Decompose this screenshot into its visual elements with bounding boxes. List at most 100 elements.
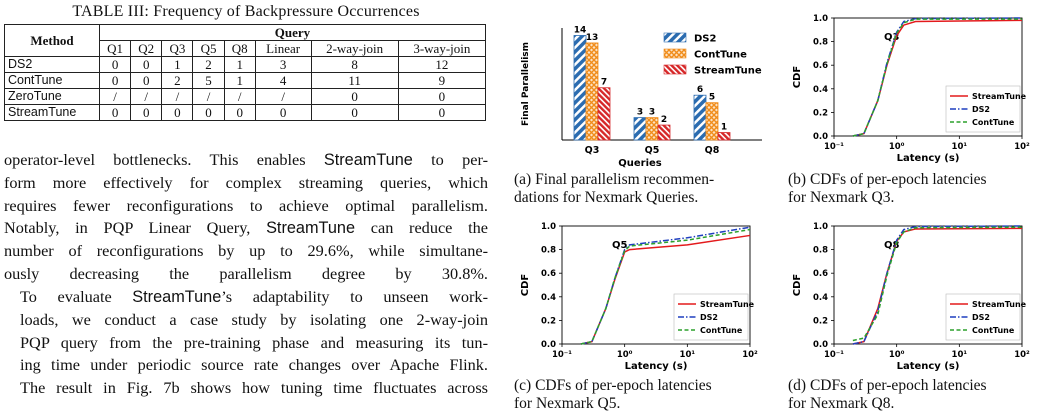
caption-c: (c) CDFs of per-epoch latencies for Nexm… xyxy=(514,377,712,413)
query-col-3: Q5 xyxy=(192,40,225,57)
value-cell: 9 xyxy=(397,72,487,89)
y-tick-label: 1.0 xyxy=(813,222,828,232)
legend-swatch-StreamTune xyxy=(663,64,687,75)
caption-a-line2: dations for Nexmark Queries. xyxy=(514,189,699,206)
method-header: Method xyxy=(4,24,100,57)
value-cell: 0 xyxy=(130,104,163,121)
value-cell: / xyxy=(223,88,256,105)
y-axis-label: CDF xyxy=(520,274,531,296)
bar-StreamTune-Q3 xyxy=(597,87,611,141)
chart-title: Q5 xyxy=(612,240,628,251)
method-cell: StreamTune xyxy=(4,104,100,121)
bar-value-label: 6 xyxy=(697,85,703,95)
table-row: StreamTune 0 0 0 0 0 0 0 0 xyxy=(4,104,487,121)
caption-a-line1: (a) Final parallelism recommen- xyxy=(514,171,715,188)
query-col-2: Q3 xyxy=(161,40,194,57)
value-cell: 3 xyxy=(254,56,312,73)
value-cell: 0 xyxy=(130,56,163,73)
x-tick-label: 10⁰ xyxy=(617,350,633,360)
x-tick-label: 10⁻¹ xyxy=(552,350,572,360)
bar-StreamTune-Q5 xyxy=(657,124,671,141)
text-line: Notably, in PQP Linear Query, StreamTune… xyxy=(4,218,488,238)
y-axis-label: CDF xyxy=(792,274,803,296)
y-tick-label: 0.8 xyxy=(813,246,828,256)
backpressure-table: Method Query Q1 Q2 Q3 Q5 Q8 Linear 2-way-join 3… xyxy=(4,24,487,121)
text-line: loads, we conduct a case study by isolat… xyxy=(20,309,488,329)
bar-DS2-Q5 xyxy=(633,117,647,141)
x-tick-label: 10¹ xyxy=(952,142,968,152)
value-cell: 0 xyxy=(98,56,132,73)
method-cell: ContTune xyxy=(4,72,100,89)
value-cell: 1 xyxy=(161,56,194,73)
value-cell: 0 xyxy=(223,104,256,121)
table-row: ContTune 0 0 2 5 1 4 11 9 xyxy=(4,72,487,89)
legend-label: StreamTune xyxy=(700,300,755,309)
y-axis-label: Final Parallelism xyxy=(521,42,531,126)
text-line: PQP query from the pre-training phase an… xyxy=(20,332,488,352)
text-line: operator-level bottlenecks. This enables… xyxy=(4,150,488,169)
text-line: The result in Fig. 7b shows how tuning t… xyxy=(20,378,488,398)
x-tick-label: Q3 xyxy=(585,145,600,156)
legend-label: ContTune xyxy=(700,326,743,335)
text-line: requires fewer reconfigurations to achie… xyxy=(4,195,488,215)
series-line-ContTune xyxy=(852,18,1022,137)
method-cell: DS2 xyxy=(4,56,100,73)
x-tick-label: 10⁰ xyxy=(889,142,905,152)
y-tick-label: 0.0 xyxy=(541,340,556,350)
y-tick-label: 0.6 xyxy=(813,269,828,279)
y-tick-label: 0.6 xyxy=(813,61,828,71)
x-tick-label: 10⁰ xyxy=(889,350,905,360)
query-header: Query xyxy=(99,24,486,41)
y-tick-label: 0.6 xyxy=(541,269,556,279)
query-col-1: Q2 xyxy=(130,40,163,57)
value-cell: 0 xyxy=(254,104,312,121)
table-row: DS2 0 0 1 2 1 3 8 12 xyxy=(4,56,487,73)
value-cell: 1 xyxy=(223,56,256,73)
query-col-0: Q1 xyxy=(98,40,132,57)
cdf-chart-q5: 0.0 0.2 0.4 0.6 0.8 1.0 10⁻¹ 10⁰ 10¹ 10² Latency (… xyxy=(520,222,758,372)
value-cell: / xyxy=(192,88,225,105)
bar-DS2-Q8 xyxy=(693,94,707,141)
paragraph-2: To evaluate StreamTune’s adaptability to… xyxy=(4,286,488,400)
text-line: ously decreasing the parallelism degree … xyxy=(4,263,488,283)
value-cell: 5 xyxy=(192,72,225,89)
value-cell: / xyxy=(130,88,163,105)
value-cell: 0 xyxy=(130,72,163,89)
text-line: ing time under periodic source rate chan… xyxy=(20,355,488,375)
series-line-ContTune xyxy=(580,228,751,345)
bar-ContTune-Q5 xyxy=(645,117,659,141)
caption-b: (b) CDFs of per-epoch latencies for Nexm… xyxy=(788,171,987,207)
bar-value-label: 13 xyxy=(586,33,599,43)
value-cell: 8 xyxy=(310,56,399,73)
value-cell: 0 xyxy=(397,88,487,105)
y-tick-label: 0.2 xyxy=(813,108,828,118)
bar-ContTune-Q8 xyxy=(705,102,719,141)
x-axis-label: Queries xyxy=(618,158,662,168)
value-cell: 0 xyxy=(310,88,399,105)
legend-label: ContTune xyxy=(972,326,1015,335)
bar-value-label: 7 xyxy=(601,78,607,88)
y-tick-label: 0.8 xyxy=(813,38,828,48)
value-cell: 0 xyxy=(161,104,194,121)
value-cell: 0 xyxy=(98,104,132,121)
x-axis-label: Latency (s) xyxy=(897,361,960,372)
y-tick-label: 0.0 xyxy=(813,132,828,142)
caption-d-line2: for Nexmark Q8. xyxy=(788,395,895,412)
legend-label: ContTune xyxy=(972,118,1015,127)
x-axis-label: Latency (s) xyxy=(625,361,688,372)
y-tick-label: 0.0 xyxy=(813,340,828,350)
legend-label: DS2 xyxy=(972,313,990,322)
query-col-6: 2-way-join xyxy=(310,40,399,57)
value-cell: 4 xyxy=(254,72,312,89)
query-col-5: Linear xyxy=(254,40,312,57)
legend-swatch-DS2 xyxy=(663,32,687,43)
value-cell: 1 xyxy=(223,72,256,89)
x-axis-label: Latency (s) xyxy=(897,153,960,164)
query-columns-row: Q1 Q2 Q3 Q5 Q8 Linear 2-way-join 3-way-join xyxy=(5,40,487,57)
bar-value-label: 2 xyxy=(661,115,667,125)
x-tick-label: 10⁻¹ xyxy=(824,142,844,152)
bar-value-label: 3 xyxy=(649,108,655,118)
y-tick-label: 1.0 xyxy=(813,14,828,24)
text-line: To evaluate StreamTune’s adaptability to… xyxy=(20,287,488,306)
